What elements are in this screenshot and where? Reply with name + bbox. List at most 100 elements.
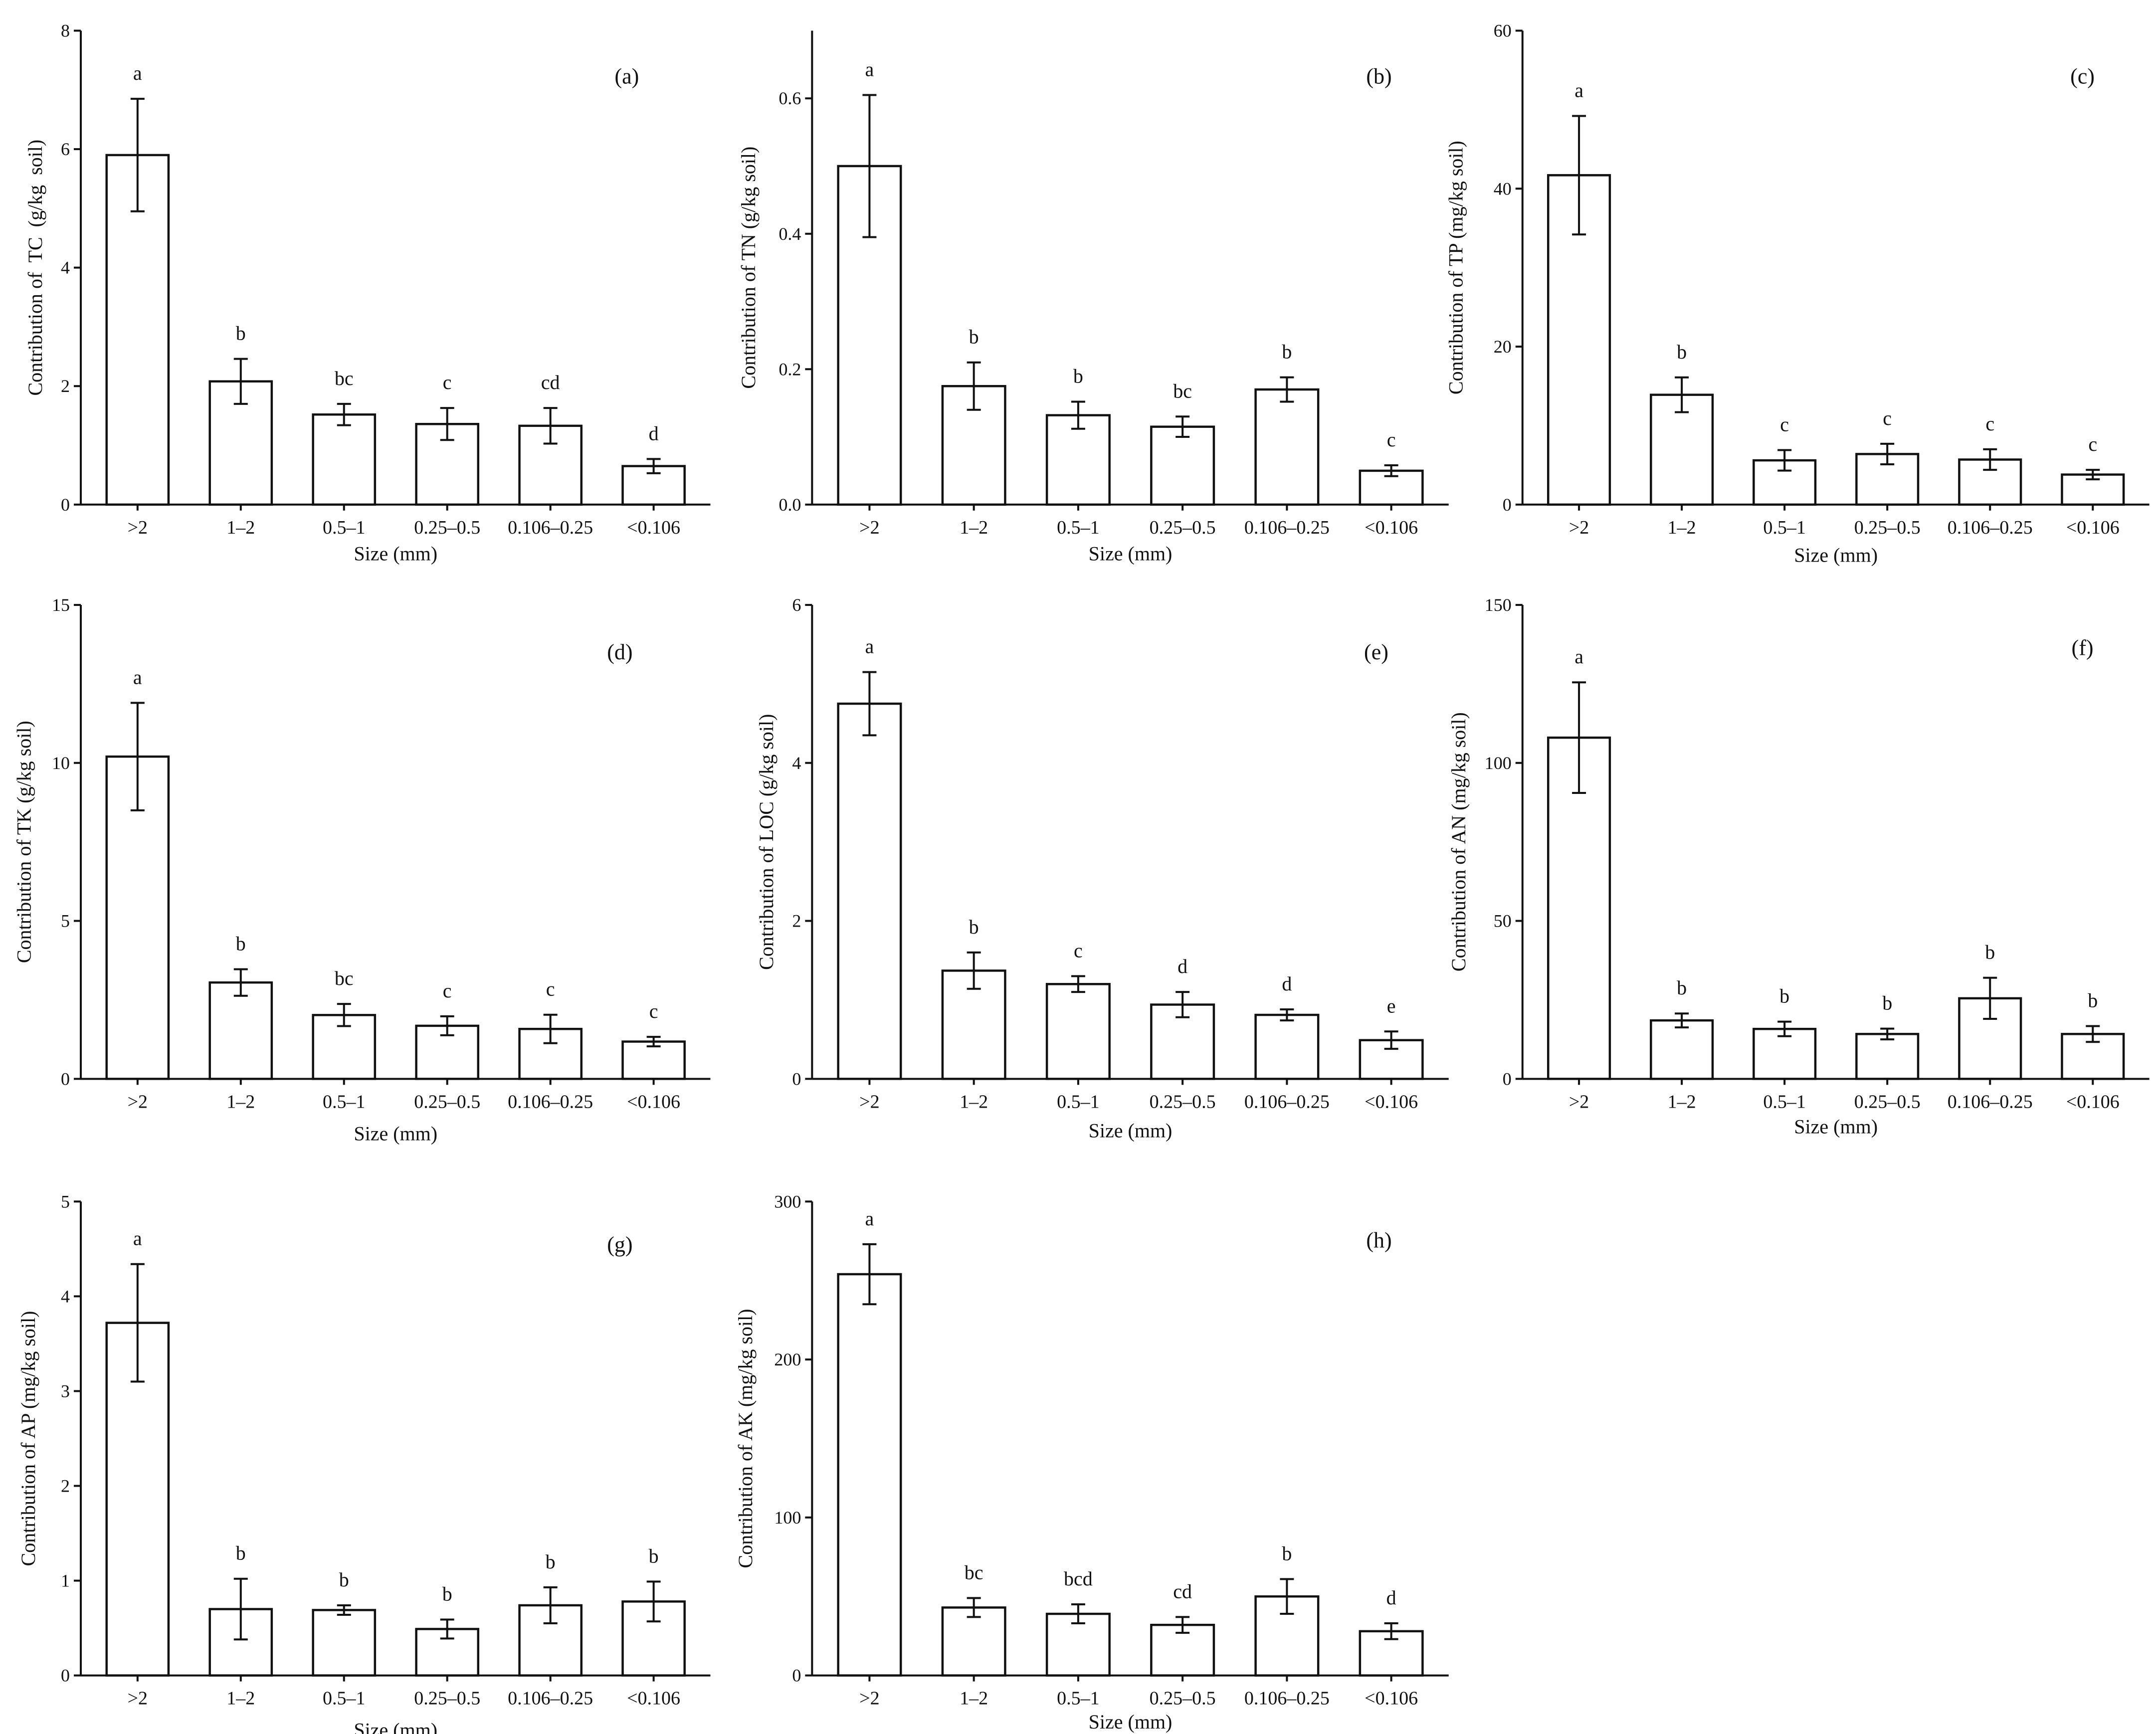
y-axis-title: Contribution of TC (g/kg soil) xyxy=(24,140,46,396)
significance-letter: d xyxy=(1177,955,1187,977)
y-tick-label: 20 xyxy=(1494,337,1512,357)
y-tick-label: 1 xyxy=(61,1571,70,1591)
x-axis-title: Size (mm) xyxy=(354,543,437,565)
y-axis-title: Contribution of TN (g/kg soil) xyxy=(737,147,760,389)
x-axis-title: Size (mm) xyxy=(1794,544,1878,566)
x-category-label: 0.25–0.5 xyxy=(1150,517,1216,538)
x-category-label: 0.5–1 xyxy=(323,1688,366,1709)
x-category-label: 0.5–1 xyxy=(1057,1688,1100,1709)
significance-letter: b xyxy=(236,932,246,955)
y-tick-label: 0 xyxy=(792,1666,801,1686)
bar xyxy=(312,413,377,506)
significance-letter: b xyxy=(442,1582,452,1605)
y-tick-label: 5 xyxy=(61,1191,70,1211)
x-category-label: 0.106–0.25 xyxy=(1244,517,1330,538)
significance-letter: b xyxy=(1282,341,1292,363)
significance-letter: b xyxy=(1677,341,1687,363)
y-tick-label: 0 xyxy=(61,495,70,515)
x-category-label: <0.106 xyxy=(2066,517,2120,538)
x-category-label: 0.106–0.25 xyxy=(1244,1091,1330,1112)
panel-label: (b) xyxy=(1366,64,1391,89)
bar xyxy=(1855,1033,1920,1080)
x-category-label: >2 xyxy=(1569,517,1589,538)
panel-label: (d) xyxy=(607,640,632,664)
x-category-label: 1–2 xyxy=(960,1688,988,1709)
x-category-label: <0.106 xyxy=(627,1091,680,1112)
x-axis-title: Size (mm) xyxy=(1794,1115,1878,1138)
significance-letter: b xyxy=(969,916,979,938)
y-tick-label: 4 xyxy=(61,1286,70,1306)
y-tick-label: 15 xyxy=(52,595,70,615)
chart-panel-d: 0 5 10 15 a >2 b 1–2 bc 0.5–1 c 0.25–0.5 c 0.106–0.25… xyxy=(12,595,711,1145)
y-tick-label: 4 xyxy=(61,258,70,278)
significance-letter: c xyxy=(1780,413,1789,436)
significance-letter: b xyxy=(1677,976,1687,999)
significance-letter: a xyxy=(1574,79,1583,102)
significance-letter: d xyxy=(1386,1586,1396,1609)
bar xyxy=(1150,425,1215,506)
x-category-label: >2 xyxy=(1569,1091,1589,1112)
x-category-label: >2 xyxy=(859,1091,879,1112)
x-category-label: 0.25–0.5 xyxy=(1150,1688,1216,1709)
x-category-label: >2 xyxy=(128,1091,148,1112)
significance-letter: c xyxy=(1074,939,1083,962)
y-tick-label: 3 xyxy=(61,1381,70,1401)
x-category-label: 0.25–0.5 xyxy=(414,1091,480,1112)
x-axis-title: Size (mm) xyxy=(1089,1711,1173,1733)
x-category-label: 0.25–0.5 xyxy=(1150,1091,1216,1112)
x-category-label: 0.106–0.25 xyxy=(1244,1688,1330,1709)
x-category-label: 0.5–1 xyxy=(1057,1091,1100,1112)
x-category-label: 1–2 xyxy=(226,517,255,538)
y-tick-label: 8 xyxy=(61,20,70,40)
x-category-label: 1–2 xyxy=(226,1091,255,1112)
x-axis-title: Size (mm) xyxy=(1089,543,1173,565)
significance-letter: c xyxy=(649,1000,658,1022)
x-axis-title: Size (mm) xyxy=(354,1719,437,1734)
y-tick-label: 10 xyxy=(52,753,70,773)
panel-label: (g) xyxy=(607,1232,632,1257)
x-category-label: <0.106 xyxy=(1365,517,1418,538)
y-tick-label: 6 xyxy=(792,595,801,615)
bar xyxy=(837,1273,902,1677)
bar xyxy=(1254,1013,1320,1080)
significance-letter: cd xyxy=(1173,1580,1192,1602)
significance-letter: b xyxy=(1985,941,1995,963)
y-tick-label: 0.2 xyxy=(779,359,801,379)
y-tick-label: 0.0 xyxy=(779,495,801,515)
y-tick-label: 0 xyxy=(61,1666,70,1686)
x-category-label: <0.106 xyxy=(1365,1688,1418,1709)
bar xyxy=(1254,388,1320,506)
significance-letter: bc xyxy=(1173,380,1192,402)
x-axis-title: Size (mm) xyxy=(1089,1120,1173,1142)
x-category-label: >2 xyxy=(859,517,879,538)
y-tick-label: 5 xyxy=(61,911,70,931)
x-category-label: 0.25–0.5 xyxy=(1854,1091,1921,1112)
panel-label: (e) xyxy=(1364,640,1388,664)
y-tick-label: 2 xyxy=(61,376,70,396)
x-category-label: 0.106–0.25 xyxy=(508,1688,593,1709)
y-tick-label: 200 xyxy=(774,1349,801,1369)
x-category-label: 0.5–1 xyxy=(1763,1091,1806,1112)
significance-letter: a xyxy=(865,635,874,658)
chart-panel-h: 0 100 200 300 a >2 bc 1–2 bcd 0.5–1 cd 0.25–0.5 b 0.1… xyxy=(734,1191,1449,1733)
significance-letter: c xyxy=(2088,433,2097,455)
y-tick-label: 0 xyxy=(1503,495,1512,515)
panel-label: (h) xyxy=(1366,1228,1391,1253)
y-axis-title: Contribution of LOC (g/kg soil) xyxy=(755,714,778,970)
bar xyxy=(837,702,902,1080)
significance-letter: cd xyxy=(541,371,560,393)
panel-label: (a) xyxy=(614,64,639,89)
panel-label: (f) xyxy=(2072,636,2094,660)
significance-letter: d xyxy=(1282,972,1292,995)
x-category-label: >2 xyxy=(128,517,148,538)
x-category-label: 0.106–0.25 xyxy=(1948,1091,2033,1112)
x-category-label: 0.5–1 xyxy=(1057,517,1100,538)
x-category-label: 0.106–0.25 xyxy=(508,517,593,538)
significance-letter: b xyxy=(236,322,246,345)
y-tick-label: 2 xyxy=(61,1476,70,1496)
y-axis-title: Contribution of TP (mg/kg soil) xyxy=(1445,141,1467,394)
significance-letter: c xyxy=(1883,407,1892,429)
panel-label: (c) xyxy=(2070,64,2095,89)
chart-panel-g: 0 1 2 3 4 5 a >2 b 1–2 b 0.5–1 b 0.25–0.5 b 0.106–0.25 b… xyxy=(17,1191,711,1734)
